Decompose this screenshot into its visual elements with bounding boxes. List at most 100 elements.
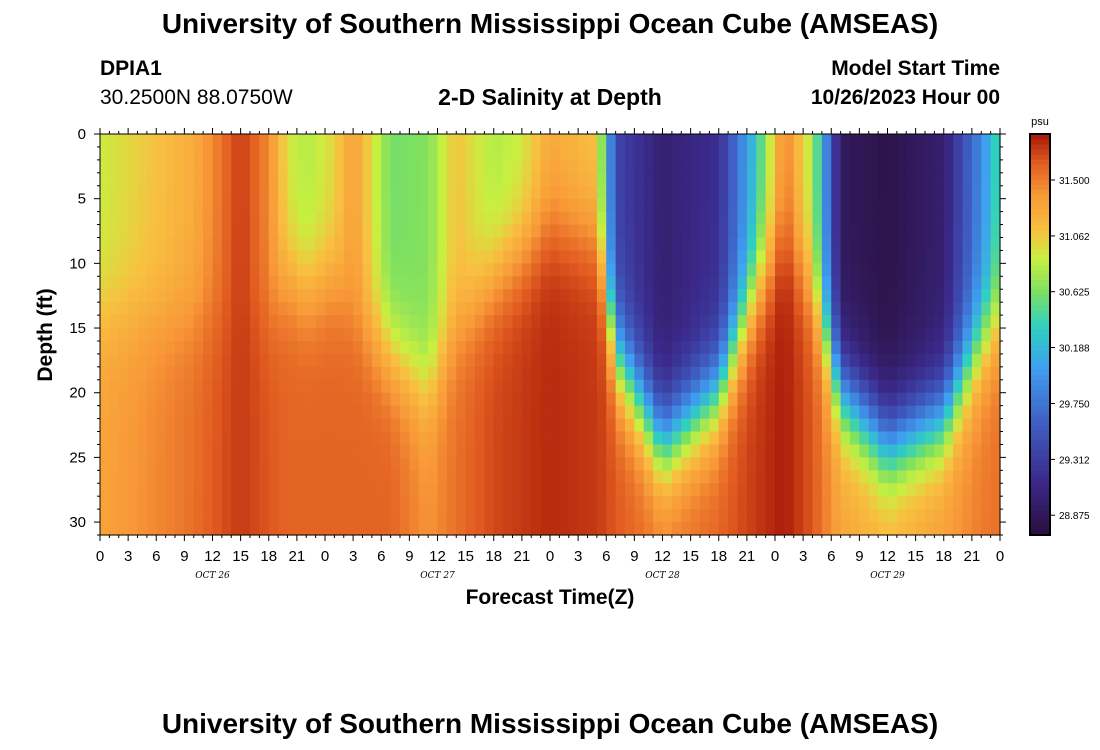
- heatmap-cell: [100, 134, 110, 148]
- heatmap-cell: [184, 263, 195, 277]
- heatmap-cell: [287, 250, 298, 264]
- heatmap-cell: [231, 289, 242, 303]
- heatmap-cell: [606, 134, 617, 148]
- heatmap-cell: [184, 418, 195, 433]
- heatmap-cell: [718, 379, 729, 394]
- heatmap-cell: [409, 522, 420, 536]
- heatmap-cell: [503, 392, 514, 407]
- heatmap-cell: [850, 405, 860, 420]
- heatmap-cell: [287, 289, 298, 303]
- heatmap-cell: [681, 431, 692, 446]
- heatmap-cell: [156, 198, 167, 213]
- heatmap-cell: [896, 431, 907, 446]
- heatmap-cell: [334, 315, 345, 329]
- heatmap-cell: [653, 172, 664, 187]
- colorbar-tick-label: 31.500: [1059, 176, 1090, 187]
- heatmap-cell: [634, 496, 645, 510]
- heatmap-cell: [156, 483, 167, 497]
- heatmap-cell: [381, 483, 392, 497]
- heatmap-cell: [165, 366, 176, 381]
- heatmap-cell: [559, 289, 570, 303]
- heatmap-cell: [109, 483, 120, 497]
- heatmap-cell: [896, 211, 907, 226]
- heatmap-cell: [240, 431, 251, 446]
- heatmap-cell: [128, 134, 139, 148]
- heatmap-cell: [278, 431, 289, 446]
- heatmap-cell: [390, 172, 401, 187]
- heatmap-cell: [737, 366, 748, 381]
- heatmap-cell: [512, 198, 523, 213]
- heatmap-cell: [503, 263, 514, 277]
- heatmap-cell: [353, 470, 364, 484]
- heatmap-cell: [371, 250, 382, 264]
- heatmap-cell: [878, 509, 889, 523]
- heatmap-cell: [296, 457, 307, 471]
- heatmap-cell: [775, 431, 785, 446]
- heatmap-cell: [437, 444, 448, 458]
- heatmap-cell: [756, 198, 767, 213]
- heatmap-cell: [737, 289, 748, 303]
- heatmap-cell: [681, 263, 692, 277]
- colorbar-swatch: [1030, 469, 1050, 476]
- heatmap-cell: [540, 134, 551, 148]
- heatmap-cell: [475, 263, 485, 277]
- heatmap-cell: [390, 276, 401, 290]
- heatmap-cell: [118, 276, 129, 290]
- heatmap-cell: [868, 340, 879, 355]
- heatmap-cell: [268, 159, 279, 174]
- heatmap-cell: [343, 146, 354, 161]
- heatmap-cell: [381, 405, 392, 420]
- heatmap-cell: [268, 185, 279, 200]
- heatmap-cell: [540, 315, 551, 329]
- heatmap-cell: [446, 134, 457, 148]
- heatmap-cell: [812, 470, 823, 484]
- heatmap-cell: [118, 366, 129, 381]
- heatmap-cell: [700, 211, 710, 226]
- heatmap-cell: [728, 263, 739, 277]
- heatmap-cell: [278, 289, 289, 303]
- heatmap-cell: [240, 289, 251, 303]
- heatmap-cell: [625, 302, 635, 316]
- heatmap-cell: [831, 224, 842, 239]
- colorbar-swatch: [1030, 229, 1050, 235]
- heatmap-cell: [896, 470, 907, 484]
- heatmap-cell: [643, 172, 654, 187]
- heatmap-cell: [428, 134, 439, 148]
- heatmap-cell: [840, 276, 851, 290]
- heatmap-cell: [334, 237, 345, 252]
- colorbar-swatch: [1030, 369, 1050, 376]
- heatmap-cell: [259, 328, 270, 342]
- heatmap-cell: [878, 172, 889, 187]
- heatmap-cell: [418, 159, 429, 174]
- heatmap-cell: [831, 289, 842, 303]
- heatmap-cell: [943, 483, 954, 497]
- heatmap-cell: [118, 405, 129, 420]
- heatmap-cell: [737, 405, 748, 420]
- heatmap-cell: [934, 418, 945, 433]
- heatmap-cell: [765, 198, 776, 213]
- heatmap-cell: [831, 405, 842, 420]
- heatmap-cell: [934, 211, 945, 226]
- heatmap-cell: [803, 496, 814, 510]
- heatmap-cell: [531, 431, 542, 446]
- heatmap-cell: [878, 366, 889, 381]
- heatmap-cell: [709, 315, 720, 329]
- heatmap-cell: [840, 211, 851, 226]
- heatmap-cell: [887, 444, 898, 458]
- heatmap-cell: [446, 172, 457, 187]
- heatmap-cell: [943, 198, 954, 213]
- heatmap-cell: [653, 379, 664, 394]
- heatmap-cell: [671, 250, 682, 264]
- heatmap-cell: [156, 366, 167, 381]
- heatmap-cell: [465, 444, 476, 458]
- heatmap-cell: [381, 237, 392, 252]
- heatmap-cell: [625, 134, 635, 148]
- heatmap-cell: [803, 302, 814, 316]
- heatmap-cell: [400, 379, 410, 394]
- heatmap-cell: [109, 263, 120, 277]
- heatmap-cell: [728, 302, 739, 316]
- heatmap-cell: [840, 496, 851, 510]
- heatmap-cell: [671, 340, 682, 355]
- heatmap-cell: [287, 405, 298, 420]
- colorbar-swatch: [1030, 454, 1050, 461]
